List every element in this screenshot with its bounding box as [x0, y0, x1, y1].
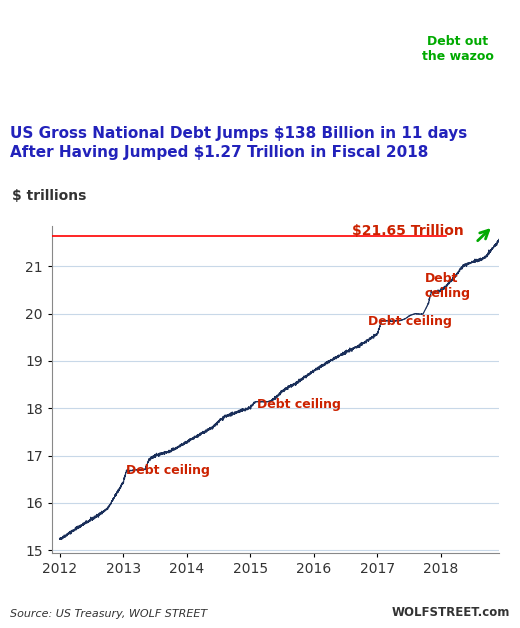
Text: Debt ceiling: Debt ceiling — [256, 398, 341, 411]
Text: After Having Jumped $1.27 Trillion in Fiscal 2018: After Having Jumped $1.27 Trillion in Fi… — [10, 145, 429, 160]
Text: Debt ceiling: Debt ceiling — [368, 315, 451, 328]
Text: WOLFSTREET.com: WOLFSTREET.com — [391, 605, 510, 619]
Text: Debt ceiling: Debt ceiling — [126, 463, 210, 477]
Text: Source: US Treasury, WOLF STREET: Source: US Treasury, WOLF STREET — [10, 609, 207, 619]
Text: Debt out
the wazoo: Debt out the wazoo — [422, 35, 493, 63]
Text: US Gross National Debt Jumps $138 Billion in 11 days: US Gross National Debt Jumps $138 Billio… — [10, 126, 467, 141]
Text: $21.65 Trillion: $21.65 Trillion — [352, 224, 463, 237]
Text: $ trillions: $ trillions — [12, 189, 86, 203]
Text: Debt
ceiling: Debt ceiling — [425, 272, 471, 300]
